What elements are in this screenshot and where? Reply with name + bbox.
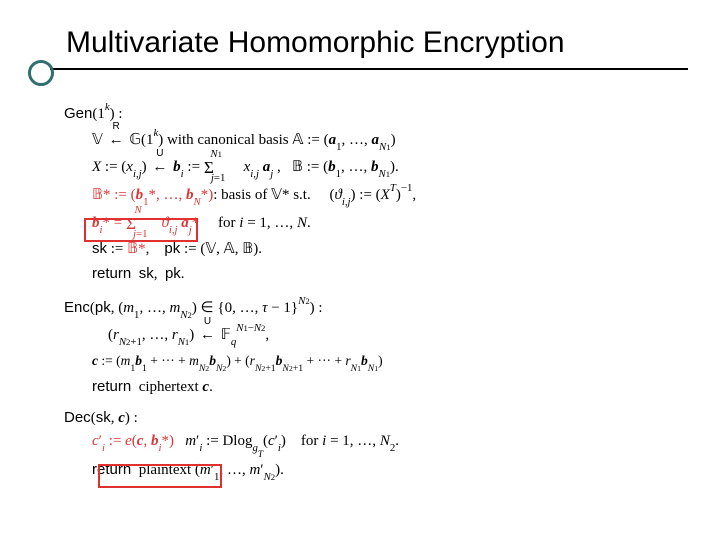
gen-line-5: sk := 𝔹*, pk := (𝕍, 𝔸, 𝔹). bbox=[64, 238, 680, 261]
gen-line-6: return sk, pk. bbox=[64, 263, 680, 286]
gen-line-4: bi* = Σj=1N ϑi,j aj* for i = 1, …, N. bbox=[64, 211, 680, 237]
enc-line-1: (rN2+1, …, rN1) ← 𝔽qN1−N2, bbox=[64, 323, 680, 349]
gen-line-2: X := (xi,j) ← bi := Σj=1N1 xi,j aj , 𝔹 :… bbox=[64, 155, 680, 181]
dec-line-2: return plaintext (m′1, …, m′N2). bbox=[64, 459, 680, 484]
title-rule bbox=[50, 68, 688, 70]
enc-line-3: return ciphertext c. bbox=[64, 376, 680, 399]
gen-header: Gen(1k) : bbox=[64, 102, 680, 126]
gen-line-3: 𝔹* := (b1*, …, bN*): basis of 𝕍* s.t. (ϑ… bbox=[64, 183, 680, 209]
page-title: Multivariate Homomorphic Encryption bbox=[66, 26, 688, 60]
decorative-circle bbox=[28, 60, 54, 86]
enc-header: Enc(pk, (m1, …, mN2) ∈ {0, …, τ − 1}N2) … bbox=[64, 296, 680, 322]
algorithm-body: Gen(1k) : 𝕍 ← 𝔾(1k) with canonical basis… bbox=[64, 100, 680, 485]
enc-line-2: c := (m1b1 + ··· + mN2bN2) + (rN2+1bN2+1… bbox=[64, 351, 680, 374]
dec-line-1: c′i := e(c, bi*) m′i := DloggT(c′i) for … bbox=[64, 431, 680, 456]
dec-header: Dec(sk, c) : bbox=[64, 407, 680, 430]
